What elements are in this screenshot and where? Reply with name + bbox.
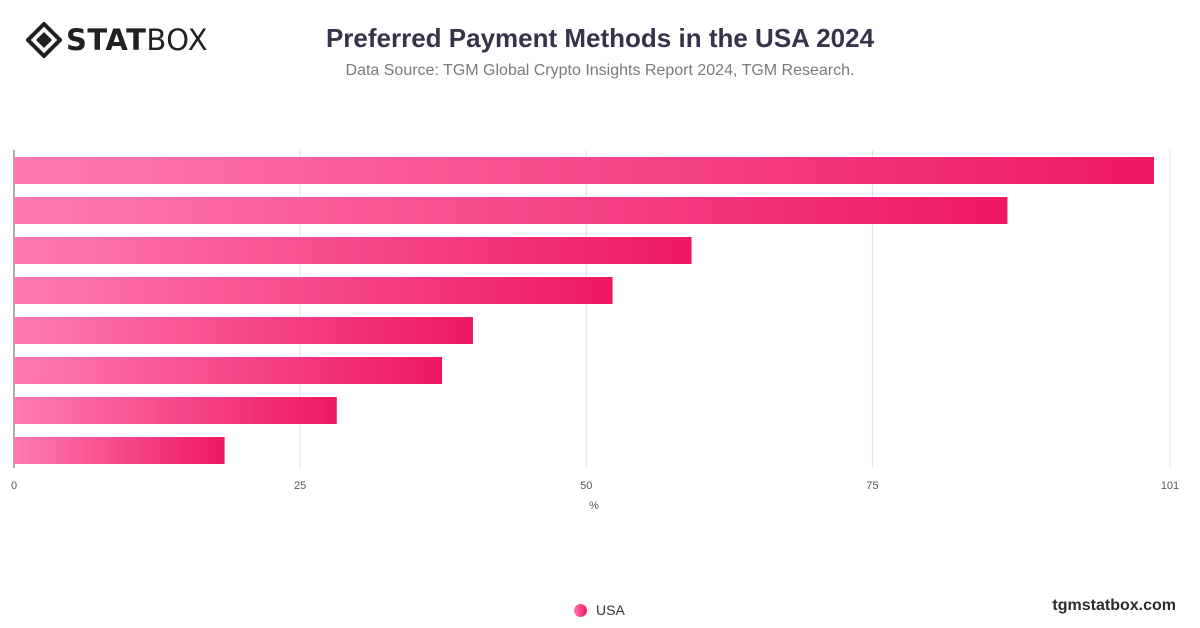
legend-marker [574,603,587,617]
x-tick-label: 75 [866,480,878,492]
legend-label-usa: USA [596,602,625,618]
bar[interactable] [14,437,225,464]
logo-wordmark: STATBOX [66,22,208,58]
x-tick-label: 0 [11,480,17,492]
x-axis-label: % [589,500,599,512]
legend[interactable]: USA [574,602,625,618]
x-tick-labels: 0 25 50 75 101 [11,480,1179,492]
chart-title: Preferred Payment Methods in the USA 202… [325,23,875,53]
bar[interactable] [14,237,692,264]
logo-text-bold: STAT [66,23,147,57]
bar[interactable] [14,197,1008,224]
logo-text-light: BOX [146,23,209,57]
bar[interactable] [14,317,473,344]
chart-subtitle: Data Source: TGM Global Crypto Insights … [345,62,855,79]
bar[interactable] [14,357,443,384]
bar[interactable] [14,277,613,304]
bars [14,157,1154,464]
site-url[interactable]: tgmstatbox.com [1052,597,1176,614]
bar[interactable] [14,397,337,424]
statbox-diamond-icon [26,22,62,58]
bar[interactable] [14,157,1154,184]
statbox-logo: STATBOX [26,22,208,58]
x-tick-label: 25 [294,480,306,492]
x-tick-label: 101 [1161,480,1179,492]
x-tick-label: 50 [580,480,592,492]
